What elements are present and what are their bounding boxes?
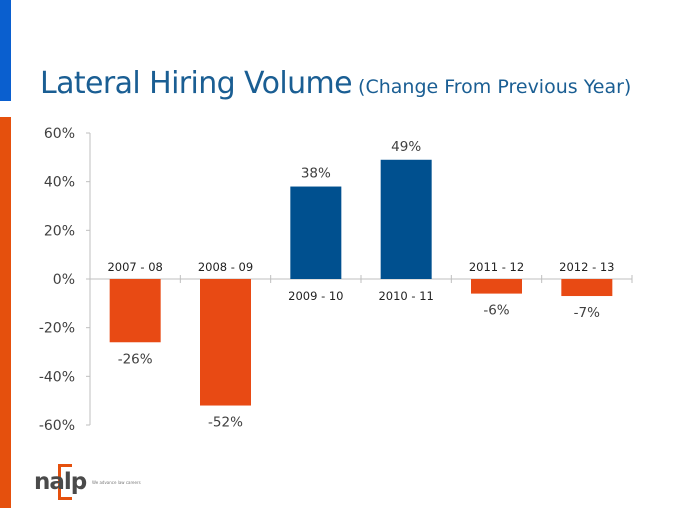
data-label: -52%: [208, 415, 243, 431]
bar-2007-08: [109, 279, 161, 343]
bar-2010-11: [380, 159, 432, 279]
bar-2009-10: [290, 186, 342, 279]
y-tick-label: 20%: [44, 223, 75, 239]
nalp-logo: nalp We advance law careers: [34, 464, 174, 500]
data-label: 38%: [301, 166, 331, 182]
x-category-label: 2012 - 13: [559, 260, 614, 274]
bar-2008-09: [200, 279, 251, 406]
bar-2012-13: [561, 279, 613, 297]
y-tick-label: 60%: [44, 126, 75, 142]
chart-subtitle: (Change From Previous Year): [358, 76, 632, 98]
x-category-label: 2009 - 10: [288, 289, 343, 303]
x-category-label: 2011 - 12: [469, 260, 524, 274]
y-tick-label: 40%: [44, 175, 75, 191]
logo-tagline: We advance law careers: [92, 480, 141, 485]
chart-title-main: Lateral Hiring Volume: [40, 66, 353, 101]
slide-accent-bar-top: [0, 0, 11, 101]
y-tick-label: -40%: [39, 369, 75, 385]
logo-bracket-mark: [58, 464, 72, 500]
y-tick-label: -20%: [39, 321, 75, 337]
bar-2011-12: [471, 279, 522, 294]
x-category-label: 2008 - 09: [198, 260, 253, 274]
slide-accent-bar-side: [0, 117, 11, 508]
x-category-label: 2007 - 08: [107, 260, 162, 274]
logo-wordmark: nalp: [34, 469, 87, 495]
data-label: 49%: [391, 139, 421, 155]
data-label: -6%: [483, 303, 509, 319]
y-tick-label: -60%: [39, 418, 75, 434]
x-category-label: 2010 - 11: [378, 289, 433, 303]
chart-title: Lateral Hiring Volume (Change From Previo…: [40, 66, 631, 101]
y-tick-label: 0%: [53, 272, 75, 288]
data-label: -26%: [118, 351, 153, 367]
data-label: -7%: [574, 305, 600, 321]
